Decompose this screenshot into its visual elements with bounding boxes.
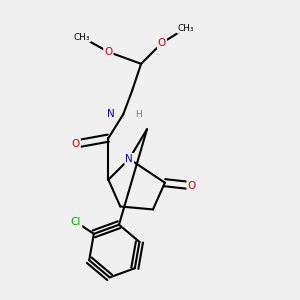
Text: H: H bbox=[135, 110, 142, 119]
Text: CH₃: CH₃ bbox=[74, 33, 90, 42]
Text: O: O bbox=[188, 181, 196, 191]
Text: CH₃: CH₃ bbox=[177, 24, 194, 33]
Text: Cl: Cl bbox=[71, 217, 81, 227]
Text: O: O bbox=[158, 38, 166, 48]
Text: O: O bbox=[104, 47, 112, 57]
Text: O: O bbox=[72, 139, 80, 149]
Text: N: N bbox=[125, 154, 133, 164]
Text: N: N bbox=[106, 109, 114, 119]
